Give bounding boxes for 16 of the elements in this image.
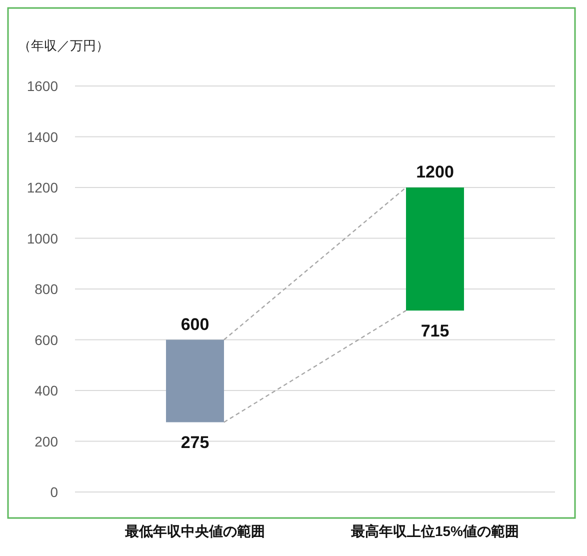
ytick: 1200 <box>26 180 58 196</box>
annotation: 1200 <box>416 162 454 182</box>
ytick: 0 <box>50 484 58 500</box>
xtick: 最高年収上位15%値の範囲 <box>350 523 520 539</box>
ytick: 200 <box>34 433 58 450</box>
annotation: 715 <box>420 322 450 341</box>
ytick: 1000 <box>26 230 58 246</box>
annotation: 275 <box>180 433 210 452</box>
ytick: 1400 <box>26 128 58 145</box>
annotation: 600 <box>180 314 210 334</box>
ytick: 400 <box>34 382 58 398</box>
ytick: 600 <box>34 332 58 348</box>
ytick: 1600 <box>26 78 58 94</box>
xtick: 最低年収中央値の範囲 <box>125 523 265 539</box>
ytick: 800 <box>34 281 58 297</box>
ylabel: （年収／万円） <box>18 38 109 53</box>
